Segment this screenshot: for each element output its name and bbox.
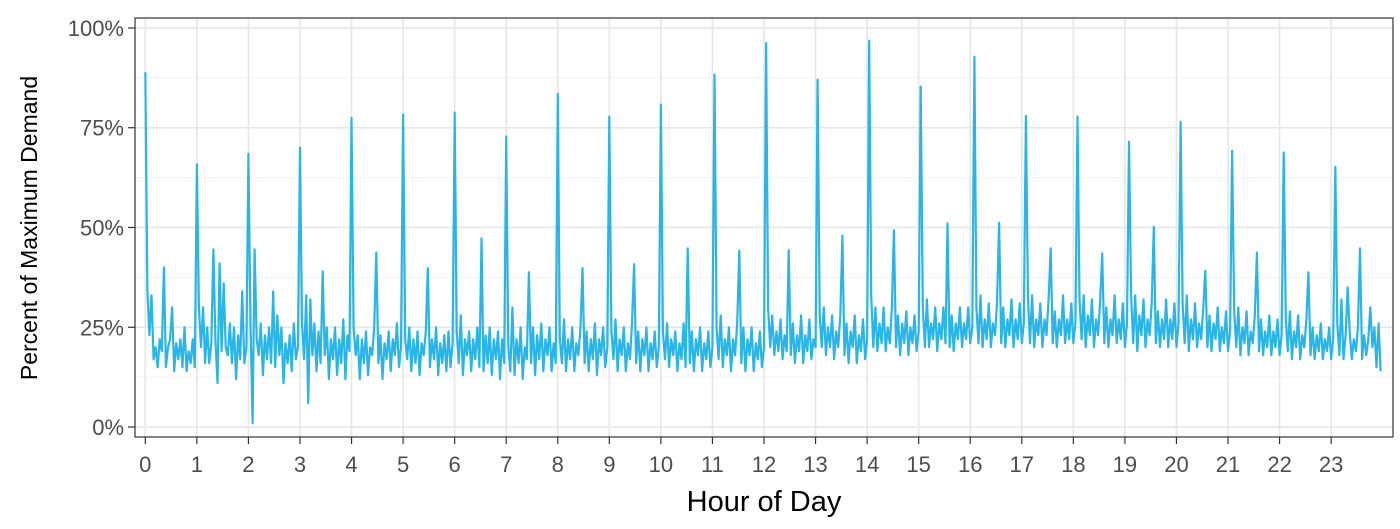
demand-series-line: [144, 39, 1382, 425]
x-tick-label: 4: [345, 452, 357, 477]
x-tick-label: 20: [1164, 452, 1188, 477]
x-tick-label: 17: [1010, 452, 1034, 477]
x-tick-label: 2: [242, 452, 254, 477]
x-tick-label: 19: [1113, 452, 1137, 477]
x-tick-label: 8: [552, 452, 564, 477]
x-tick-label: 22: [1267, 452, 1291, 477]
y-tick-label: 50%: [80, 216, 124, 241]
y-tick-label: 100%: [68, 16, 124, 41]
y-axis: 0% 25% 50% 75% 100%: [68, 16, 135, 440]
x-tick-label: 14: [855, 452, 879, 477]
x-axis: 0 1 2 3 4 5 6 7 8 9 10 11 12 13 14 15 16 17 18 19 20 21 22 23: [139, 437, 1343, 477]
x-tick-label: 12: [752, 452, 776, 477]
x-tick-label: 11: [701, 452, 724, 477]
x-tick-label: 13: [803, 452, 827, 477]
x-tick-label: 10: [649, 452, 673, 477]
y-tick-label: 25%: [80, 315, 124, 340]
x-axis-title: Hour of Day: [687, 486, 842, 518]
x-tick-label: 3: [294, 452, 306, 477]
x-tick-label: 5: [397, 452, 409, 477]
x-tick-label: 21: [1216, 452, 1240, 477]
y-tick-label: 75%: [80, 116, 124, 141]
x-tick-label: 6: [449, 452, 461, 477]
x-tick-label: 15: [906, 452, 930, 477]
x-tick-label: 7: [500, 452, 512, 477]
x-tick-label: 1: [191, 452, 203, 477]
x-tick-label: 16: [958, 452, 982, 477]
y-tick-label: 0%: [92, 415, 124, 440]
y-axis-title: Percent of Maximum Demand: [16, 76, 42, 380]
x-tick-label: 23: [1319, 452, 1343, 477]
x-tick-label: 0: [139, 452, 151, 477]
x-tick-label: 9: [603, 452, 615, 477]
x-tick-label: 18: [1061, 452, 1085, 477]
